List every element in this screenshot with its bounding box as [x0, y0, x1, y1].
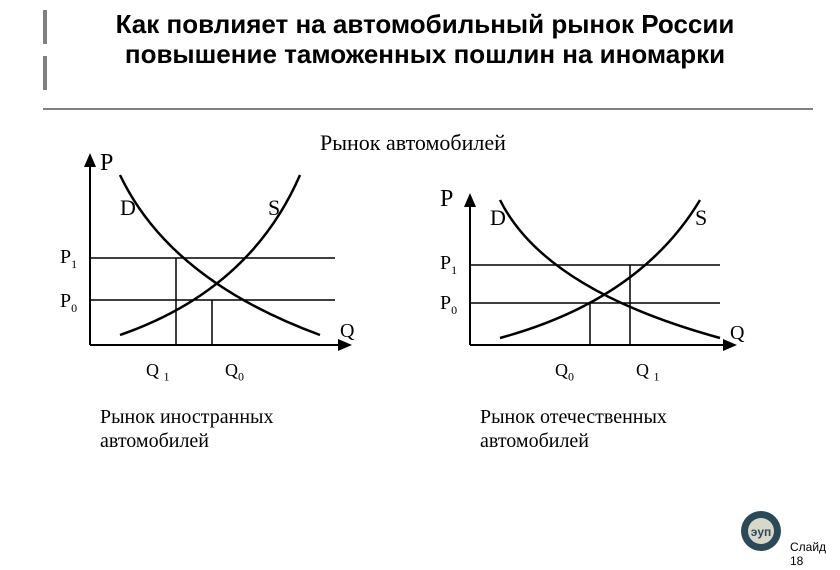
right-caption: Рынок отечественных автомобилей [480, 405, 750, 453]
right-Q1-label: Q 1 [636, 360, 660, 385]
right-P0-label: P0 [440, 292, 457, 318]
left-P0-label: P0 [60, 290, 77, 316]
chart-left [90, 155, 350, 345]
left-caption: Рынок иностранных автомобилей [100, 405, 350, 453]
svg-text:эуп: эуп [751, 525, 772, 539]
right-supply-curve [500, 200, 700, 338]
left-P1-label: P1 [60, 246, 77, 272]
right-P-axis-label: P [440, 186, 453, 213]
left-D-label: D [120, 195, 136, 221]
right-Q-axis-label: Q [730, 322, 744, 345]
right-Q0-label: Q0 [555, 360, 574, 385]
logo-icon: эуп [740, 510, 782, 552]
left-S-label: S [268, 195, 280, 221]
slide-number: Слайд 18 [790, 540, 840, 568]
left-Q0-label: Q0 [225, 360, 244, 385]
left-P-axis-label: P [100, 150, 113, 177]
left-Q-axis-label: Q [340, 320, 354, 343]
right-D-label: D [490, 205, 506, 231]
right-P1-label: P1 [440, 252, 457, 278]
left-Q1-label: Q 1 [146, 360, 170, 385]
right-S-label: S [695, 205, 707, 231]
left-demand-curve [120, 175, 320, 335]
